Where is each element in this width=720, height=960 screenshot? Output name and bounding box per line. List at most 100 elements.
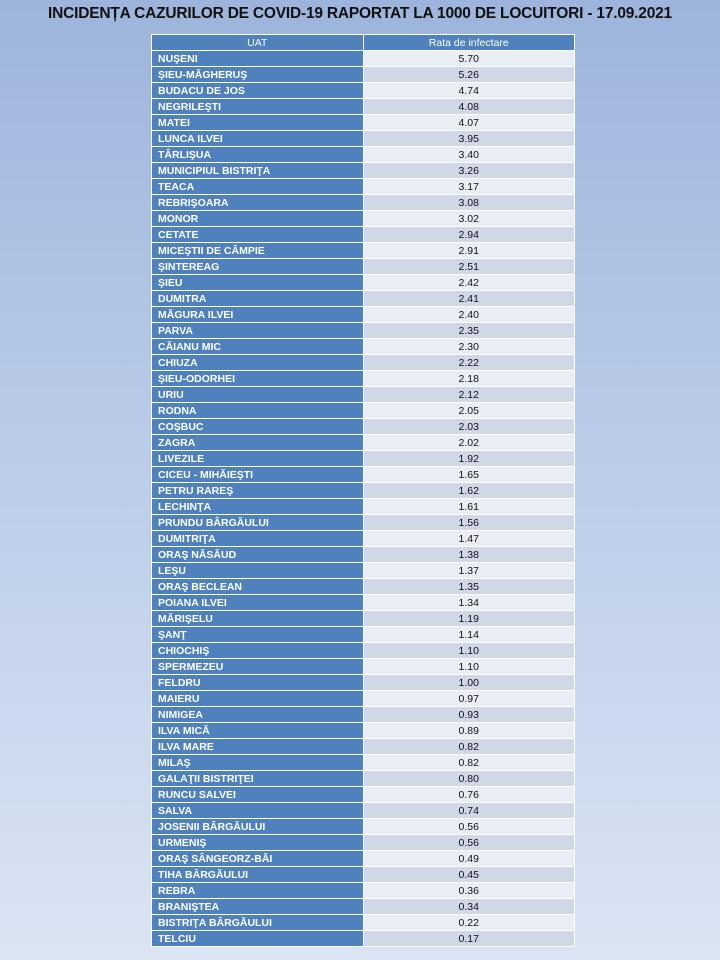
rate-cell: 0.97 [362, 690, 575, 707]
rate-cell: 4.07 [362, 114, 575, 131]
rate-cell: 2.02 [362, 434, 575, 451]
table-row: CETATE 2.94 [151, 226, 575, 243]
table-row: URMENIŞ 0.56 [151, 834, 575, 851]
uat-cell: TIHA BÂRGĂULUI [151, 866, 364, 883]
rate-cell: 1.10 [362, 658, 575, 675]
rate-cell: 0.76 [362, 786, 575, 803]
uat-cell: TEACA [151, 178, 364, 195]
rate-cell: 3.40 [362, 146, 575, 163]
table-row: LIVEZILE 1.92 [151, 450, 575, 467]
title: INCIDENȚA CAZURILOR DE COVID-19 RAPORTAT… [48, 5, 672, 22]
uat-cell: ORAŞ SÂNGEORZ-BĂI [151, 850, 364, 867]
table-row: TIHA BÂRGĂULUI 0.45 [151, 866, 575, 883]
rate-cell: 0.45 [362, 866, 575, 883]
uat-cell: CHIUZA [151, 354, 364, 371]
table-row: ŞIEU-ODORHEI 2.18 [151, 370, 575, 387]
table-row: COŞBUC 2.03 [151, 418, 575, 435]
uat-cell: SALVA [151, 802, 364, 819]
uat-cell: MICEŞTII DE CÂMPIE [151, 242, 364, 259]
table-row: MONOR 3.02 [151, 210, 575, 227]
column-header: Rata de infectare [362, 34, 575, 51]
table-row: DUMITRA 2.41 [151, 290, 575, 307]
table-row: RODNA 2.05 [151, 402, 575, 419]
column-header: UAT [151, 34, 364, 51]
uat-cell: MĂRIŞELU [151, 610, 364, 627]
rate-cell: 2.51 [362, 258, 575, 275]
rate-cell: 1.61 [362, 498, 575, 515]
rate-cell: 2.30 [362, 338, 575, 355]
table-row: LECHINŢA 1.61 [151, 498, 575, 515]
rate-cell: 0.56 [362, 818, 575, 835]
uat-cell: ZAGRA [151, 434, 364, 451]
rate-cell: 2.41 [362, 290, 575, 307]
uat-cell: JOSENII BÂRGĂULUI [151, 818, 364, 835]
table-row: URIU 2.12 [151, 386, 575, 403]
uat-cell: URIU [151, 386, 364, 403]
uat-cell: ORAŞ NĂSĂUD [151, 546, 364, 563]
rate-cell: 1.00 [362, 674, 575, 691]
rate-cell: 0.93 [362, 706, 575, 723]
rate-cell: 0.17 [362, 930, 575, 947]
rate-cell: 1.56 [362, 514, 575, 531]
uat-cell: BISTRIŢA BÂRGĂULUI [151, 914, 364, 931]
table-row: NEGRILEŞTI 4.08 [151, 98, 575, 115]
table-row: MILAŞ 0.82 [151, 754, 575, 771]
table-row: TEACA 3.17 [151, 178, 575, 195]
rate-cell: 2.12 [362, 386, 575, 403]
rate-cell: 1.62 [362, 482, 575, 499]
uat-cell: DUMITRA [151, 290, 364, 307]
rate-cell: 2.22 [362, 354, 575, 371]
uat-cell: POIANA ILVEI [151, 594, 364, 611]
table-row: BISTRIŢA BÂRGĂULUI 0.22 [151, 914, 575, 931]
uat-cell: ŞIEU-ODORHEI [151, 370, 364, 387]
uat-cell: PRUNDU BÂRGĂULUI [151, 514, 364, 531]
rate-cell: 0.22 [362, 914, 575, 931]
uat-cell: CHIOCHIŞ [151, 642, 364, 659]
uat-cell: RUNCU SALVEI [151, 786, 364, 803]
table-row: ŞANŢ 1.14 [151, 626, 575, 643]
table-row: REBRA 0.36 [151, 882, 575, 899]
rate-cell: 0.74 [362, 802, 575, 819]
table-row: MĂGURA ILVEI 2.40 [151, 306, 575, 323]
table-row: PRUNDU BÂRGĂULUI 1.56 [151, 514, 575, 531]
uat-cell: PETRU RAREŞ [151, 482, 364, 499]
table-row: JOSENII BÂRGĂULUI 0.56 [151, 818, 575, 835]
rate-cell: 1.19 [362, 610, 575, 627]
rate-cell: 0.49 [362, 850, 575, 867]
rate-cell: 3.17 [362, 178, 575, 195]
rate-cell: 1.37 [362, 562, 575, 579]
rate-cell: 1.35 [362, 578, 575, 595]
rate-cell: 0.89 [362, 722, 575, 739]
uat-cell: CETATE [151, 226, 364, 243]
rate-cell: 2.42 [362, 274, 575, 291]
uat-cell: URMENIŞ [151, 834, 364, 851]
table-row: ILVA MARE 0.82 [151, 738, 575, 755]
uat-cell: TÂRLIŞUA [151, 146, 364, 163]
uat-cell: MATEI [151, 114, 364, 131]
rate-cell: 2.03 [362, 418, 575, 435]
table-row: CHIOCHIŞ 1.10 [151, 642, 575, 659]
uat-cell: DUMITRIŢA [151, 530, 364, 547]
table-row: ŞINTEREAG 2.51 [151, 258, 575, 275]
uat-cell: LIVEZILE [151, 450, 364, 467]
uat-cell: FELDRU [151, 674, 364, 691]
table-row: LEŞU 1.37 [151, 562, 575, 579]
table-row: BRANIŞTEA 0.34 [151, 898, 575, 915]
rate-cell: 1.10 [362, 642, 575, 659]
table-row: NUŞENI 5.70 [151, 50, 575, 67]
table-row: CICEU - MIHĂIEŞTI 1.65 [151, 466, 575, 483]
uat-cell: ŞINTEREAG [151, 258, 364, 275]
table-row: MATEI 4.07 [151, 114, 575, 131]
table-row: MUNICIPIUL BISTRIŢA 3.26 [151, 162, 575, 179]
rate-cell: 2.35 [362, 322, 575, 339]
uat-cell: COŞBUC [151, 418, 364, 435]
uat-cell: REBRA [151, 882, 364, 899]
uat-cell: BRANIŞTEA [151, 898, 364, 915]
table-row: ZAGRA 2.02 [151, 434, 575, 451]
uat-cell: RODNA [151, 402, 364, 419]
rate-cell: 4.08 [362, 98, 575, 115]
rate-cell: 3.95 [362, 130, 575, 147]
uat-cell: TELCIU [151, 930, 364, 947]
rate-cell: 1.65 [362, 466, 575, 483]
